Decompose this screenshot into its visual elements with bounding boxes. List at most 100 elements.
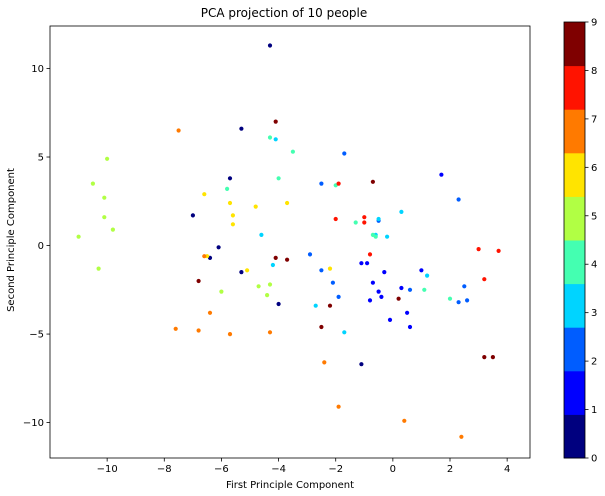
data-point-class-1 <box>365 261 370 266</box>
data-point-class-9 <box>490 355 495 360</box>
data-point-class-2 <box>462 284 467 289</box>
data-point-class-7 <box>322 360 327 365</box>
data-point-class-4 <box>225 186 230 191</box>
data-point-class-0 <box>190 213 195 218</box>
data-point-class-7 <box>196 328 201 333</box>
data-point-class-6 <box>285 200 290 206</box>
data-point-class-1 <box>405 310 410 315</box>
data-point-class-0 <box>359 362 364 367</box>
colorbar-tick-label: 7 <box>591 114 597 125</box>
data-point-class-9 <box>273 255 278 260</box>
data-point-class-6 <box>202 192 207 197</box>
data-point-class-5 <box>110 227 115 232</box>
x-tick-label: 2 <box>447 464 453 475</box>
data-point-class-4 <box>373 234 378 239</box>
data-point-class-0 <box>267 43 273 48</box>
data-point-class-6 <box>253 204 258 209</box>
data-point-class-5 <box>102 195 107 200</box>
data-point-class-3 <box>342 330 347 335</box>
colorbar-segment-3 <box>564 283 585 328</box>
colorbar-segment-2 <box>564 327 585 372</box>
data-point-class-1 <box>382 270 387 275</box>
data-point-class-3 <box>313 303 318 308</box>
data-point-class-7 <box>173 326 178 331</box>
data-point-class-9 <box>482 355 487 360</box>
colorbar-segment-6 <box>564 152 585 197</box>
data-point-class-7 <box>202 254 207 259</box>
data-point-class-5 <box>219 289 224 294</box>
data-point-class-9 <box>319 324 324 330</box>
x-tick-label: −2 <box>328 464 343 475</box>
data-point-class-8 <box>362 220 367 225</box>
data-point-class-2 <box>465 298 470 303</box>
data-point-class-6 <box>230 213 235 218</box>
colorbar-segment-5 <box>564 196 585 241</box>
colorbar-tick-label: 6 <box>591 163 597 174</box>
data-point-class-3 <box>273 137 278 142</box>
x-tick-label: 4 <box>504 464 510 475</box>
data-point-class-1 <box>407 324 413 330</box>
data-point-class-9 <box>396 296 401 301</box>
data-point-class-1 <box>399 285 404 291</box>
data-point-class-4 <box>267 135 273 140</box>
plot-background <box>50 26 530 458</box>
data-point-class-4 <box>290 149 295 154</box>
data-point-class-3 <box>385 234 390 239</box>
data-point-class-9 <box>273 119 278 124</box>
data-point-class-8 <box>496 248 501 253</box>
data-point-class-2 <box>330 280 335 285</box>
data-point-class-5 <box>265 293 270 298</box>
colorbar-segment-9 <box>564 22 585 67</box>
data-point-class-9 <box>370 179 375 184</box>
data-point-class-6 <box>327 266 333 271</box>
colorbar-tick-label: 3 <box>591 308 597 319</box>
plot-area: −10 −8 −6 −4 −2 0 2 4 −10 −5 0 5 10 <box>23 25 531 475</box>
x-tick-label: −10 <box>97 464 118 475</box>
data-point-class-7 <box>207 310 213 315</box>
data-point-class-4 <box>447 296 453 301</box>
data-point-class-7 <box>227 332 233 337</box>
colorbar-segment-4 <box>564 240 585 285</box>
y-tick-label: 0 <box>38 241 44 252</box>
y-tick-label: 10 <box>31 64 44 75</box>
data-point-class-2 <box>319 268 324 273</box>
colorbar-segment-7 <box>564 109 585 154</box>
colorbar-segment-8 <box>564 65 585 110</box>
data-point-class-7 <box>267 330 273 335</box>
data-point-class-5 <box>267 282 273 287</box>
colorbar-tick-label: 8 <box>591 66 597 77</box>
data-point-class-3 <box>425 273 430 278</box>
colorbar-tick-label: 2 <box>591 357 597 368</box>
x-axis-label: First Principle Component <box>226 480 354 491</box>
data-point-class-8 <box>362 215 367 220</box>
data-point-class-9 <box>327 303 333 308</box>
data-point-class-0 <box>216 245 221 250</box>
data-point-class-1 <box>419 268 424 273</box>
data-point-class-9 <box>196 278 201 284</box>
data-point-class-8 <box>333 216 338 222</box>
data-point-class-5 <box>102 215 107 220</box>
data-point-class-1 <box>379 294 384 299</box>
data-point-class-1 <box>359 261 364 266</box>
y-tick-label: 5 <box>38 153 44 164</box>
x-tick-label: 0 <box>390 464 396 475</box>
data-point-class-4 <box>422 287 427 292</box>
data-point-class-2 <box>319 181 324 186</box>
data-point-class-6 <box>227 200 233 206</box>
y-axis-label: Second Principle Component <box>6 168 17 312</box>
colorbar-segment-0 <box>564 414 585 459</box>
data-point-class-6 <box>245 268 250 273</box>
data-point-class-2 <box>342 151 347 156</box>
data-point-class-0 <box>227 176 233 181</box>
colorbar-tick-label: 4 <box>591 260 597 271</box>
colorbar-tick-label: 9 <box>591 18 597 29</box>
data-point-class-4 <box>353 220 358 225</box>
data-point-class-7 <box>459 434 464 439</box>
chart-title: PCA projection of 10 people <box>201 6 368 20</box>
data-point-class-2 <box>307 252 313 257</box>
data-point-class-2 <box>456 300 461 305</box>
data-point-class-8 <box>476 247 481 252</box>
data-point-class-2 <box>456 197 461 202</box>
x-tick-label: −8 <box>157 464 172 475</box>
